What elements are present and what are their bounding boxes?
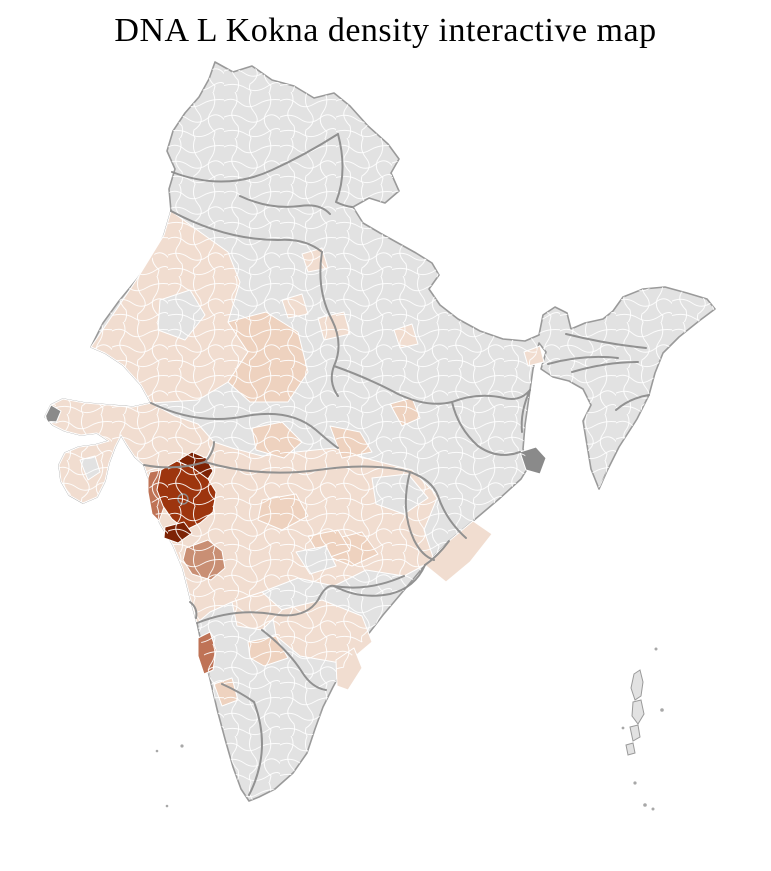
island-dot [165,804,169,808]
island-dot [180,744,184,748]
lakshadweep-islands[interactable] [155,744,184,808]
island-dot [643,803,647,807]
state-borders [143,133,650,796]
island-dot [621,726,625,730]
island-dot [155,749,159,753]
page-title: DNA L Kokna density interactive map [114,12,657,49]
island-south-andaman[interactable] [629,724,641,742]
island-little-andaman[interactable] [625,742,636,756]
island-north-andaman[interactable] [630,669,644,701]
island-dot [654,647,658,651]
island-dot [633,781,637,785]
andaman-nicobar-islands[interactable] [621,647,664,811]
island-dot [660,708,664,712]
island-dot [651,807,655,811]
island-middle-andaman[interactable] [631,699,645,725]
